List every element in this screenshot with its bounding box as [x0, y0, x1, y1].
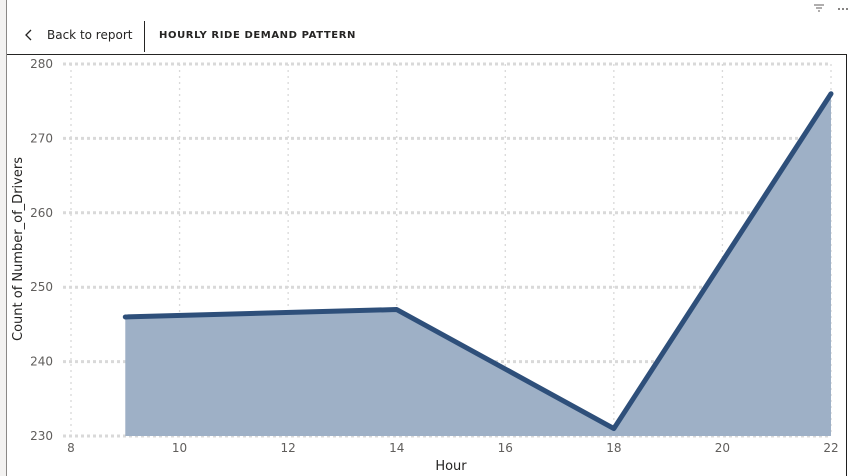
- x-tick-label-5: 18: [606, 441, 621, 455]
- x-axis-title: Hour: [435, 459, 467, 474]
- more-options-icon[interactable]: [836, 0, 850, 19]
- filter-icon[interactable]: [812, 0, 826, 19]
- x-tick-label-6: 20: [715, 441, 730, 455]
- series-line: [122, 91, 834, 432]
- y-tick-label-3: 260: [30, 206, 53, 220]
- x-tick-label-3: 14: [389, 441, 404, 455]
- header-divider: [144, 21, 145, 52]
- chart-area-layer: [122, 91, 834, 436]
- x-tick-label-2: 12: [281, 441, 296, 455]
- chart-tick-layer: 230 240 250 260 270 280 8 10 12 14 16 18 20 22: [30, 57, 839, 455]
- x-tick-label-7: 22: [823, 441, 838, 455]
- area-fill: [125, 93, 832, 436]
- y-tick-label-0: 230: [30, 429, 53, 443]
- visual-toolbar: [812, 0, 850, 19]
- left-edge: [0, 0, 7, 476]
- y-tick-label-2: 250: [30, 280, 53, 294]
- x-tick-label-1: 10: [172, 441, 187, 455]
- chevron-left-icon: [25, 29, 32, 41]
- x-tick-label-4: 16: [498, 441, 513, 455]
- x-tick-label-0: 8: [67, 441, 75, 455]
- back-to-report-label: Back to report: [47, 28, 133, 42]
- y-tick-label-5: 280: [30, 57, 53, 71]
- y-tick-label-1: 240: [30, 355, 53, 369]
- focus-header: Back to report HOURLY RIDE DEMAND PATTER…: [7, 0, 847, 55]
- y-axis-title: Count of Number_of_Drivers: [11, 157, 26, 341]
- visual-title: HOURLY RIDE DEMAND PATTERN: [159, 30, 356, 41]
- y-tick-label-4: 270: [30, 131, 53, 145]
- back-to-report-button[interactable]: Back to report: [21, 27, 132, 43]
